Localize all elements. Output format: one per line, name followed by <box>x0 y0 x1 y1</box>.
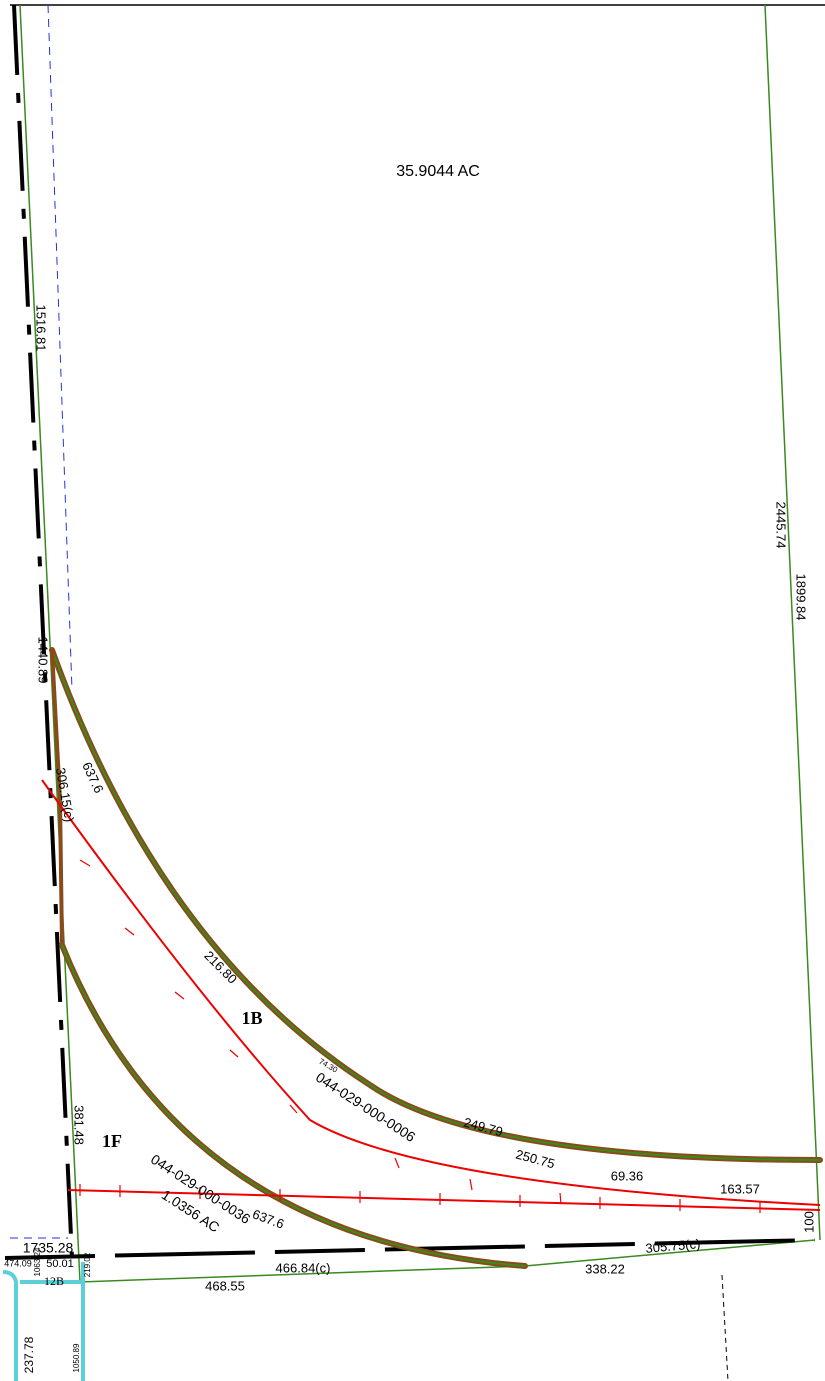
parcel-boundary <box>764 4 821 1241</box>
map-label: 1735.28 <box>23 1240 74 1256</box>
map-label: 468.55 <box>205 1278 245 1293</box>
rail-line <box>67 1189 821 1211</box>
road-line <box>12 4 74 1259</box>
map-label: 381.48 <box>72 1105 87 1145</box>
map-label: 237.78 <box>22 1336 36 1373</box>
map-label: 100 <box>801 1211 816 1233</box>
rail-line <box>41 779 821 1206</box>
map-label: 12B <box>44 1274 64 1288</box>
parcel-boundary <box>19 4 81 1283</box>
map-label: 1050.89 <box>72 1343 81 1372</box>
map-label: 1440.89 <box>36 637 51 684</box>
map-label: 50.01 <box>46 1258 74 1270</box>
map-label: 35.9044 AC <box>396 163 480 180</box>
map-label: 69.36 <box>611 1168 644 1183</box>
map-label: 163.57 <box>720 1181 760 1196</box>
map-label: 466.84(c) <box>276 1260 331 1275</box>
map-label: 1B <box>241 1008 262 1028</box>
map-label: 338.22 <box>585 1261 625 1276</box>
map-label: 1899.84 <box>794 574 809 621</box>
map-label: 1F <box>102 1131 122 1151</box>
rail-ticks <box>79 859 761 1213</box>
map-label: 1516.81 <box>34 305 49 352</box>
easement-band <box>51 649 821 1161</box>
easement-band <box>61 944 526 1267</box>
map-label: 1063.24 <box>33 1247 42 1276</box>
map-label: 305.75(c) <box>645 1236 701 1256</box>
map-label: 474.09 <box>4 1258 32 1268</box>
adjacent-parcel <box>2 1262 85 1381</box>
easement-band <box>50 648 64 947</box>
map-label: 219.02 <box>83 1252 92 1277</box>
blue-dashed-line <box>47 4 73 691</box>
parcel-1b <box>49 647 823 1269</box>
map-label: 2445.74 <box>774 502 789 549</box>
